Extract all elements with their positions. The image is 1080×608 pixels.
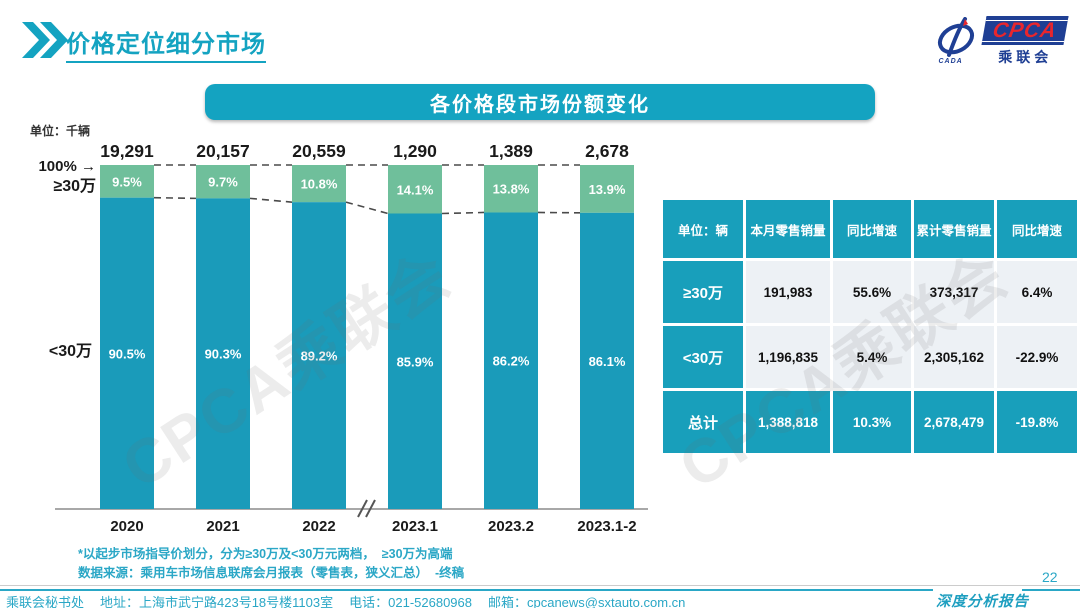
- secretariat: 乘联会秘书处: [6, 595, 85, 608]
- table-cell: -22.9%: [997, 326, 1077, 388]
- table-header-cell: 单位：辆: [663, 200, 743, 258]
- dashed-connector: [345, 201, 389, 215]
- section-banner-title: 各价格段市场份额变化: [430, 93, 650, 116]
- page-title: 价格定位细分市场: [66, 24, 266, 63]
- bar-total-label: 19,291: [100, 141, 154, 161]
- bottom-rule-short: [1022, 589, 1080, 591]
- segment-pct-label: 89.2%: [301, 349, 338, 364]
- cpca-wordmark: CPCA: [981, 16, 1069, 45]
- bar-segment-low: [100, 197, 154, 509]
- footnote-note: *以起步市场指导价划分，分为≥30万及<30万元两档， ≥30万为高端: [78, 547, 453, 561]
- table-cell: 55.6%: [833, 261, 911, 323]
- bar-segment-low: [292, 202, 346, 509]
- table-cell: 6.4%: [997, 261, 1077, 323]
- emblem-small-text: CADA: [938, 57, 963, 65]
- report-type-label: 深度分析报告: [936, 593, 1029, 608]
- table-cell: -19.8%: [997, 391, 1077, 453]
- segment-pct-label: 9.5%: [112, 174, 142, 189]
- logo-chinese-name: 乘联会: [998, 49, 1053, 65]
- stacked-bar-chart: 9.5% 90.5% 19,291 2020 9.7% 90.3% 20,157 2021 10…: [38, 141, 648, 535]
- dashed-connector: [441, 211, 485, 215]
- bar-total-label: 1,389: [489, 141, 533, 161]
- segment-pct-label: 90.5%: [109, 346, 146, 361]
- x-tick-label: 2023.1-2: [577, 518, 636, 535]
- low-segment-label: <30万: [49, 343, 92, 360]
- table-row-label: 总计: [663, 391, 743, 453]
- phone: 电话：021-52680968: [349, 595, 472, 608]
- summary-table: 单位：辆 本月零售销量 同比增速 累计零售销量 同比增速 ≥30万 191,98…: [663, 200, 1077, 453]
- bar-segment-high: [292, 165, 346, 203]
- bar-total-label: 1,290: [393, 141, 437, 161]
- table-row-label: ≥30万: [663, 261, 743, 323]
- axis-break-mark: [357, 499, 368, 518]
- bar-segment-high: [388, 165, 442, 214]
- table-cell: 1,388,818: [746, 391, 830, 453]
- dashed-connector: [153, 196, 197, 200]
- table-cell: 10.3%: [833, 391, 911, 453]
- table-header-cell: 本月零售销量: [746, 200, 830, 258]
- segment-pct-label: 10.8%: [301, 177, 338, 192]
- table-header-cell: 累计零售销量: [914, 200, 994, 258]
- bar-segment-high: [100, 165, 154, 198]
- high-segment-label: ≥30万: [53, 178, 96, 195]
- address: 地址：上海市武宁路423号18号楼1103室: [100, 595, 334, 608]
- page-number: 22: [1042, 569, 1058, 585]
- table-cell: 2,305,162: [914, 326, 994, 388]
- x-tick-label: 2021: [206, 518, 239, 535]
- segment-pct-label: 9.7%: [208, 175, 238, 190]
- bar-segment-low: [580, 212, 634, 509]
- cpca-emblem-icon: CADA: [930, 16, 984, 67]
- hundred-pct-label: 100% →: [38, 158, 96, 175]
- bar-segment-low: [484, 212, 538, 510]
- segment-pct-label: 86.2%: [493, 354, 530, 369]
- email: 邮箱：cpcanews@sxtauto.com.cn: [487, 595, 686, 608]
- table-cell: 373,317: [914, 261, 994, 323]
- segment-pct-label: 13.9%: [589, 182, 626, 197]
- dashed-connector: [249, 197, 293, 203]
- segment-pct-label: 90.3%: [205, 347, 242, 362]
- segment-pct-label: 14.1%: [397, 182, 434, 197]
- chart-unit-label: 单位：千辆: [30, 124, 91, 138]
- bar-total-label: 20,157: [196, 141, 250, 161]
- segment-pct-label: 85.9%: [397, 354, 434, 369]
- footnote-source: 数据来源：乘用车市场信息联席会月报表（零售表，狭义汇总） -终稿: [78, 566, 465, 580]
- x-tick-label: 2023.2: [488, 518, 534, 535]
- segment-pct-label: 86.1%: [589, 354, 626, 369]
- bottom-rule: [0, 589, 933, 591]
- bar-segment-high: [196, 165, 250, 199]
- table-header-cell: 同比增速: [833, 200, 911, 258]
- x-tick-label: 2023.1: [392, 518, 438, 535]
- table-cell: 5.4%: [833, 326, 911, 388]
- x-tick-label: 2022: [302, 518, 335, 535]
- contact-line: 乘联会秘书处 地址：上海市武宁路423号18号楼1103室 电话：021-52680…: [6, 592, 701, 608]
- cpca-logo: CADA CPCA 乘联会: [930, 16, 1069, 67]
- double-chevron-icon: [22, 22, 68, 58]
- logo-text: CPCA 乘联会: [981, 16, 1069, 67]
- bottom-hairline: [0, 585, 1080, 586]
- table-header-cell: 同比增速: [997, 200, 1077, 258]
- axis-break-mark: [365, 499, 376, 518]
- table-cell: 2,678,479: [914, 391, 994, 453]
- bar-segment-low: [388, 213, 442, 509]
- bar-segment-high: [580, 165, 634, 213]
- section-banner: 各价格段市场份额变化: [205, 84, 875, 120]
- segment-pct-label: 13.8%: [493, 182, 530, 197]
- bar-segment-low: [196, 198, 250, 510]
- x-tick-label: 2020: [110, 518, 143, 535]
- table-cell: 191,983: [746, 261, 830, 323]
- table-row-label: <30万: [663, 326, 743, 388]
- table-cell: 1,196,835: [746, 326, 830, 388]
- bar-segment-high: [484, 165, 538, 213]
- bar-total-label: 20,559: [292, 141, 346, 161]
- bar-total-label: 2,678: [585, 141, 629, 161]
